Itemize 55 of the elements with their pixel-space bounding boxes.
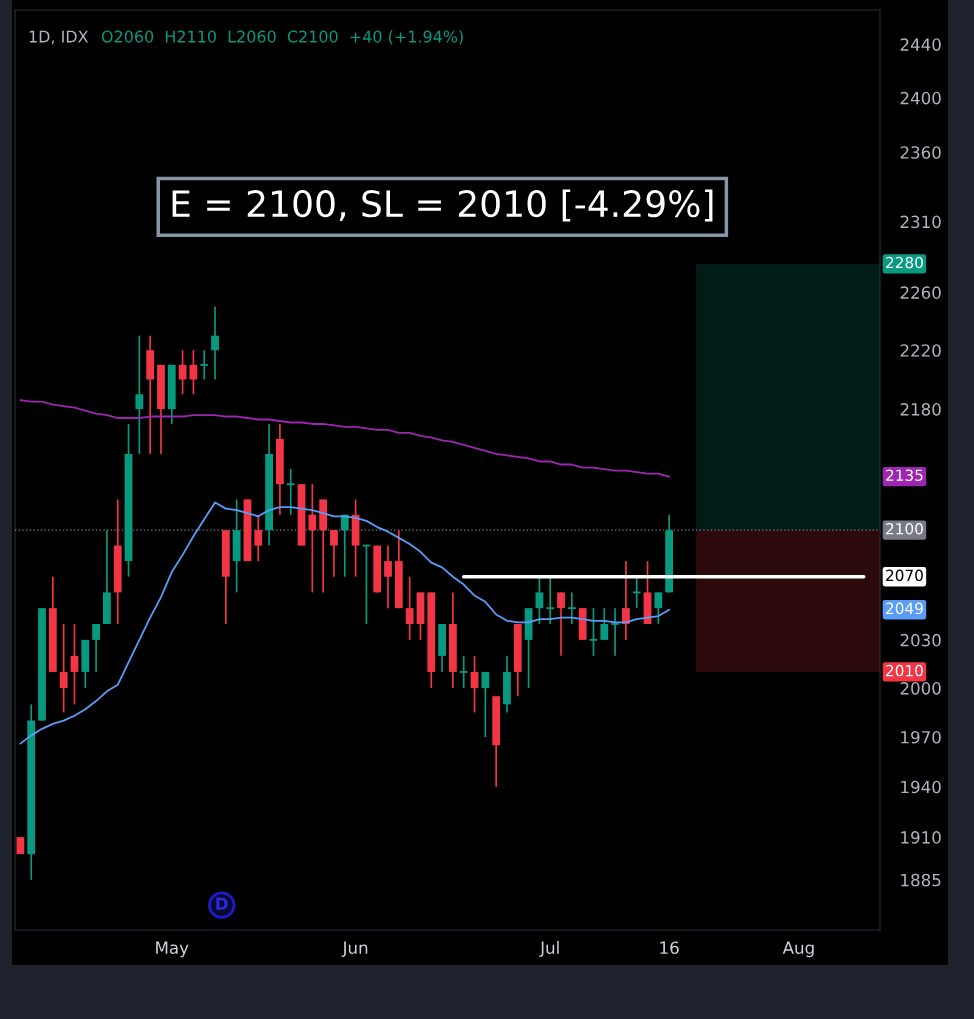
y-tick-label: 2030: [900, 633, 941, 647]
ref-line-label: 2100: [886, 523, 923, 535]
y-tick-label: 2000: [900, 682, 941, 695]
candlestick: [610, 607, 620, 657]
candlestick: [211, 305, 219, 381]
y-tick-label: 1910: [901, 831, 941, 844]
y-tick-label: 2310: [900, 215, 941, 229]
candlestick: [405, 575, 414, 641]
x-tick-label: 16: [660, 941, 679, 955]
annotation: 2049: [886, 602, 923, 615]
y-tick-label: 2400: [900, 91, 941, 105]
candlestick: [330, 529, 338, 578]
y-tick-label: 1940: [901, 780, 941, 794]
candlestick: [308, 483, 317, 594]
y-tick-label: 1885: [901, 873, 941, 887]
annotation: D: [216, 897, 228, 910]
candlestick: [622, 560, 630, 641]
y-tick-label: 1970: [901, 730, 941, 744]
candlestick: [59, 623, 68, 714]
candlestick: [384, 544, 392, 609]
y-tick-label: 2440: [900, 38, 941, 51]
candlestick: [135, 334, 144, 455]
candlestick: [588, 607, 599, 657]
x-tick-label: May: [156, 941, 189, 958]
line-series: [19, 501, 671, 745]
data-label: 2070: [886, 569, 923, 582]
y-tick-label: 2220: [900, 344, 941, 357]
candlestick: [481, 671, 490, 738]
text: 1D, IDX: [29, 30, 89, 45]
candlestick: [458, 655, 469, 689]
x-tick-label: Jul: [539, 941, 559, 958]
y-tick-label: 2360: [900, 146, 941, 159]
band-label: 2280: [886, 256, 923, 269]
candlestick: [178, 349, 187, 396]
candlestick: [285, 468, 296, 516]
line-series: [19, 399, 671, 478]
candlestick: [70, 623, 79, 706]
candlestick: [535, 575, 544, 625]
y-tick-label: 2180: [900, 403, 941, 416]
candlestick: [92, 623, 100, 673]
band-label: 2010: [886, 664, 923, 677]
candlestick: [545, 575, 556, 625]
annotation: E = 2100, SL = 2010 [-4.29%]: [172, 189, 713, 222]
y-tick-label: 2260: [900, 286, 941, 299]
x-tick-label: Jun: [341, 941, 368, 958]
annotation: 2135: [886, 469, 923, 482]
x-tick-label: Aug: [782, 941, 814, 958]
candlestick: [557, 591, 565, 657]
candlestick: [600, 607, 609, 641]
candlestick: [654, 591, 663, 625]
text: O2060 H2110 L2060 C2100 +40 (+1.94%): [101, 30, 463, 45]
candlestick: [189, 349, 198, 396]
candlestick: [567, 591, 577, 625]
candlestick: [631, 575, 642, 609]
candlestick: [199, 349, 210, 381]
